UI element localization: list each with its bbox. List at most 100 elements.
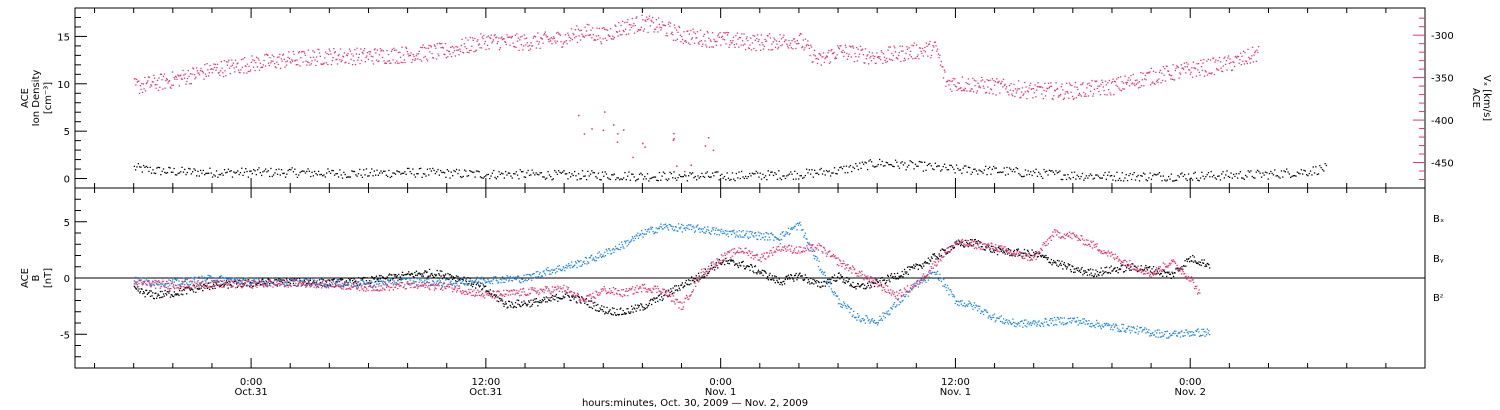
b-point [917, 286, 919, 288]
density-point [453, 169, 455, 172]
vx-point [140, 88, 142, 91]
b-point [429, 275, 431, 277]
b-point [489, 282, 491, 285]
b-point [614, 312, 616, 314]
density-point [1011, 170, 1013, 173]
vx-point [203, 78, 205, 80]
b-point [995, 247, 997, 249]
vx-point [705, 46, 708, 48]
b-point [426, 271, 428, 273]
vx-point [894, 47, 896, 49]
density-point [957, 167, 959, 170]
b-point [836, 279, 838, 282]
b-point [651, 303, 653, 306]
vx-point [1000, 82, 1002, 84]
vx-point [1077, 88, 1079, 91]
b-point [555, 293, 557, 296]
b-point [1014, 255, 1016, 257]
b-point [788, 276, 790, 279]
vx-point [519, 36, 522, 38]
b-point [468, 280, 470, 282]
density-point [1316, 173, 1318, 176]
density-point [455, 168, 458, 171]
b-point [377, 283, 379, 285]
b-point [780, 233, 782, 235]
b-point [775, 275, 777, 278]
vx-point [1100, 83, 1102, 86]
density-point [204, 174, 206, 176]
vx-point [1133, 83, 1135, 85]
b-point [652, 230, 654, 233]
b-point [259, 283, 262, 286]
vx-point [645, 16, 648, 18]
vx-point [1181, 67, 1183, 69]
b-point [572, 295, 574, 297]
vx-point [1080, 95, 1083, 97]
density-point [1173, 180, 1175, 182]
vx-point [234, 59, 237, 61]
b-point [830, 288, 833, 290]
density-point [782, 175, 784, 177]
b-point [215, 277, 217, 279]
b-point [659, 299, 661, 301]
b-point [924, 279, 926, 281]
vx-point [622, 29, 624, 32]
vx-point [1163, 74, 1165, 76]
b-point [861, 283, 863, 285]
density-point [357, 173, 360, 175]
density-point [760, 178, 763, 180]
b-point [707, 272, 710, 274]
vx-point [969, 90, 972, 92]
vx-point [463, 43, 465, 45]
b-point [1031, 249, 1033, 251]
density-point [528, 174, 531, 177]
b-point [418, 272, 421, 274]
b-point [1089, 274, 1091, 276]
density-point [375, 174, 377, 176]
b-point [981, 311, 983, 313]
b-point [631, 239, 633, 241]
vx-point [558, 33, 560, 35]
b-point [799, 272, 801, 274]
density-point [219, 174, 222, 176]
b-point [880, 277, 882, 279]
b-point [860, 321, 862, 323]
vx-point [264, 54, 266, 56]
b-point [136, 281, 139, 283]
density-point [1064, 174, 1066, 176]
b-point [351, 277, 353, 280]
density-point [721, 173, 723, 175]
b-point [537, 305, 539, 307]
density-point [605, 173, 608, 175]
vx-point [1191, 76, 1194, 78]
b-point [208, 276, 210, 279]
density-point [560, 172, 562, 174]
density-point [208, 172, 210, 174]
b-point [619, 249, 621, 251]
b-point [405, 273, 407, 276]
b-point [999, 248, 1001, 250]
density-point [733, 178, 735, 180]
b-point [1087, 268, 1089, 271]
b-point [203, 283, 205, 285]
b-point [1016, 249, 1019, 252]
b-point [835, 280, 837, 282]
density-point [190, 173, 192, 175]
b-point [884, 317, 886, 319]
vx-point [562, 43, 564, 45]
vx-point [371, 60, 373, 62]
vx-point [1095, 80, 1098, 82]
density-point [294, 168, 296, 170]
density-point [615, 179, 617, 181]
vx-point [516, 40, 519, 42]
vx-point [423, 46, 426, 49]
b-point [705, 230, 707, 233]
b-point [989, 249, 991, 251]
b-point [353, 285, 355, 287]
b-point [663, 224, 665, 226]
density-point [430, 170, 432, 172]
vx-point [299, 65, 301, 67]
b-point [406, 273, 408, 275]
vx-point [831, 53, 834, 55]
b-point [445, 273, 447, 275]
